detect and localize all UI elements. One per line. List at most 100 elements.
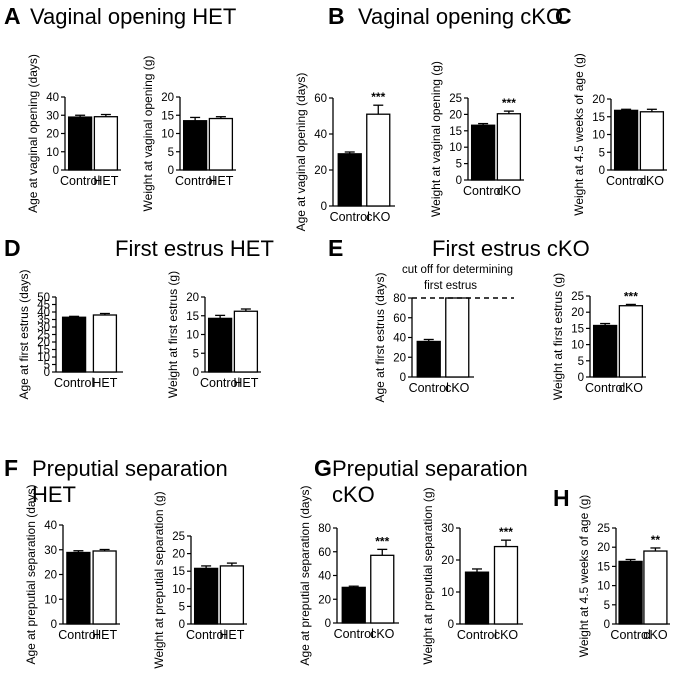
y-tick-label: 45	[37, 300, 50, 312]
chart-b2: 0 5 10 15 20 25 Weight at vaginal opening (g) C…	[429, 61, 524, 217]
y-tick-label: 10	[571, 340, 584, 352]
y-tick-label: 5	[604, 600, 610, 612]
x-tick-label: Control	[606, 174, 646, 188]
bar-cko	[366, 113, 391, 207]
y-tick-label: 20	[44, 570, 57, 582]
x-tick-label: Control	[610, 628, 650, 642]
y-tick-label: 80	[393, 293, 406, 305]
y-tick-label: 0	[599, 165, 605, 177]
y-tick-label: 40	[318, 571, 331, 583]
y-tick-label: 0	[53, 165, 59, 177]
bar-cko	[643, 550, 668, 625]
y-tick-label: 40	[46, 92, 59, 104]
significance-label: ***	[375, 534, 389, 548]
bar-control	[613, 109, 639, 171]
y-tick-label: 15	[161, 110, 174, 122]
bar-cko	[445, 297, 470, 378]
x-tick-label: cKO	[497, 184, 522, 198]
panel-letter: F	[4, 455, 18, 481]
y-tick-label: 5	[168, 147, 174, 159]
y-tick-label: 20	[441, 555, 454, 567]
y-tick-label: 15	[37, 345, 50, 357]
y-axis-label: Weight at preputial separation (g)	[152, 491, 166, 668]
y-tick-label: 5	[193, 348, 199, 360]
bar-control	[182, 120, 208, 171]
x-tick-label: HET	[93, 174, 118, 188]
x-tick-label: HET	[208, 174, 233, 188]
y-tick-label: 15	[172, 566, 185, 578]
y-tick-label: 0	[44, 367, 50, 379]
y-tick-label: 0	[604, 619, 610, 631]
x-tick-label: Control	[186, 628, 226, 642]
significance-label: ***	[502, 96, 516, 110]
chart-f1: 0 10 20 30 40 Age at preputial separation (da…	[24, 484, 120, 665]
y-tick-label: 25	[449, 93, 462, 105]
y-axis-label: Weight at 4.5 weeks of age (g)	[577, 495, 591, 658]
y-tick-label: 10	[44, 594, 57, 606]
y-tick-label: 60	[318, 547, 331, 559]
y-axis-label: Age at first estrus (days)	[17, 269, 31, 399]
panel-letter: D	[4, 235, 21, 261]
panel-letter: H	[553, 485, 570, 511]
y-tick-label: 20	[571, 307, 584, 319]
panel-title: Vaginal opening HET	[30, 4, 236, 29]
y-tick-label: 5	[578, 356, 584, 368]
bar-control	[66, 551, 91, 625]
y-tick-label: 10	[37, 352, 50, 364]
chart-b1: 0 20 40 60 Age at vaginal opening (days) Cont…	[294, 73, 395, 231]
panel-b: B Vaginal opening cKO	[328, 3, 563, 29]
y-tick-label: 0	[448, 619, 454, 631]
y-tick-label: 0	[51, 619, 57, 631]
y-tick-label: 10	[46, 147, 59, 159]
cutoff-annotation: first estrus	[424, 280, 477, 292]
bar-control	[341, 586, 366, 624]
y-axis-label: Weight at vaginal opening (g)	[429, 61, 443, 217]
panel-letter: E	[328, 235, 343, 261]
y-axis-label: Age at preputial separation (days)	[298, 485, 312, 665]
y-tick-label: 5	[179, 601, 185, 613]
y-tick-label: 5	[44, 360, 50, 372]
y-tick-label: 15	[592, 112, 605, 124]
y-tick-label: 60	[314, 93, 327, 105]
bar-control	[207, 317, 233, 373]
x-tick-label: HET	[92, 628, 117, 642]
bar-cko	[618, 305, 644, 378]
y-tick-label: 30	[441, 523, 454, 535]
y-tick-label: 20	[393, 352, 406, 364]
x-tick-label: Control	[58, 628, 98, 642]
bar-het	[92, 550, 117, 625]
y-tick-label: 20	[186, 292, 199, 304]
y-tick-label: 40	[314, 129, 327, 141]
y-tick-label: 20	[172, 549, 185, 561]
y-tick-label: 25	[597, 523, 610, 535]
y-tick-label: 20	[314, 165, 327, 177]
x-tick-label: HET	[233, 376, 258, 390]
significance-label: ***	[371, 90, 385, 104]
chart-h1: 0 5 10 15 20 25 Weight at 4.5 weeks of age (g)…	[577, 495, 670, 658]
x-tick-label: cKO	[619, 381, 644, 395]
panel-title: First estrus cKO	[432, 236, 590, 261]
significance-label: ***	[624, 289, 638, 303]
y-tick-label: 20	[37, 337, 50, 349]
y-tick-label: 10	[186, 330, 199, 342]
bar-control	[464, 571, 490, 625]
bar-control	[67, 116, 93, 171]
panel-letter: C	[555, 3, 572, 29]
panel-title: Preputial separation	[332, 456, 528, 481]
y-tick-label: 0	[193, 367, 199, 379]
x-tick-label: Control	[175, 174, 215, 188]
bar-het	[93, 116, 119, 171]
chart-e1: 0 20 40 60 80 Age at first estrus (days) Contr…	[373, 264, 514, 403]
y-tick-label: 20	[161, 92, 174, 104]
x-tick-label: Control	[54, 376, 94, 390]
y-tick-label: 40	[37, 307, 50, 319]
panel-letter: G	[314, 455, 332, 481]
y-tick-label: 20	[592, 94, 605, 106]
bar-cko	[493, 545, 519, 625]
x-tick-label: Control	[457, 628, 497, 642]
chart-d2: 0 5 10 15 20 Weight at first estrus (g) Contro…	[166, 271, 261, 398]
